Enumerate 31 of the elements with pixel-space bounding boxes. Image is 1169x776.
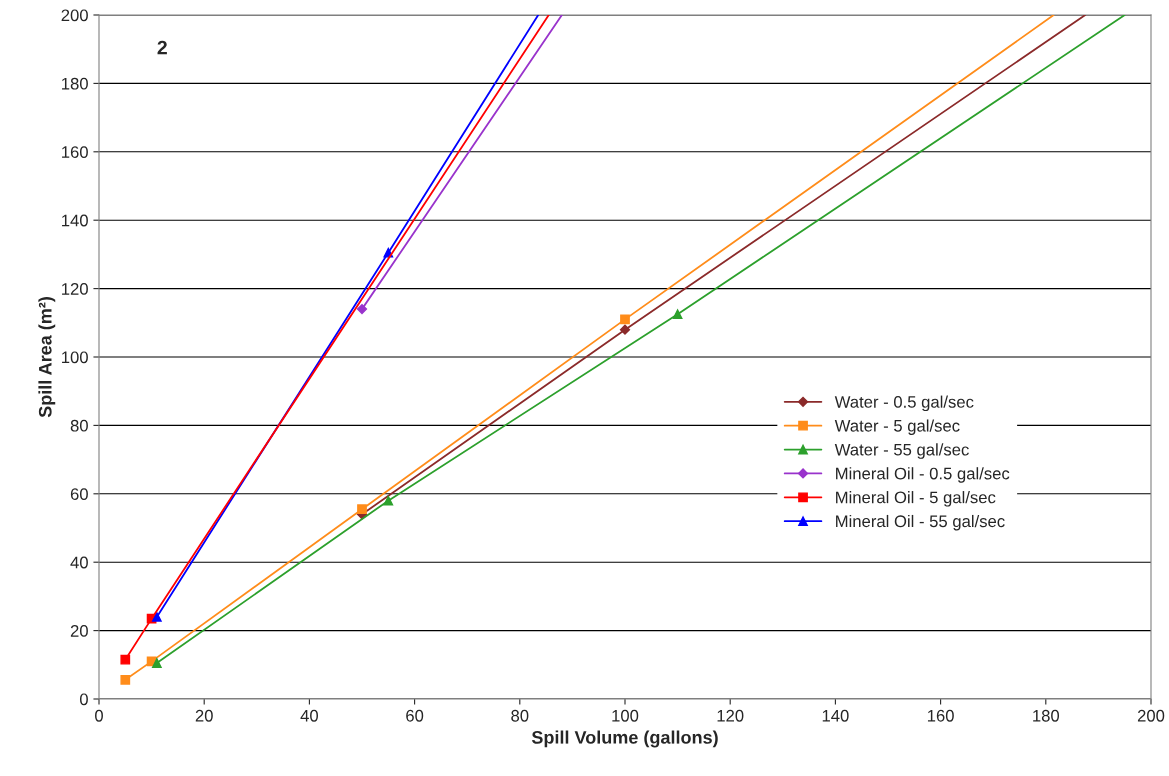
y-tick-label: 180 <box>62 77 88 90</box>
y-tick-label: 60 <box>70 488 88 500</box>
x-tick-label: 140 <box>822 709 849 722</box>
y-tick-label: 40 <box>70 556 88 569</box>
x-tick-label: 180 <box>1033 709 1060 722</box>
x-tick-label: 60 <box>406 709 424 722</box>
x-tick-label: 40 <box>300 709 319 722</box>
x-tick-label: 20 <box>195 709 213 722</box>
x-tick-label: 160 <box>927 709 954 722</box>
y-tick-label: 140 <box>62 214 88 227</box>
x-tick-label: 80 <box>511 709 529 722</box>
y-axis-title: Spill Area (m²) <box>38 297 56 418</box>
x-tick-label: 0 <box>95 709 103 722</box>
y-tick-label: 200 <box>61 9 88 22</box>
x-axis-title: Spill Volume (gallons) <box>531 730 718 748</box>
y-tick-label: 20 <box>70 625 88 637</box>
legend-label: Water - 5 gal/sec <box>834 419 960 435</box>
annotation: 2 <box>157 40 167 55</box>
legend-label: Mineral Oil - 0.5 gal/sec <box>836 467 1010 483</box>
y-tick-label: 0 <box>79 693 88 706</box>
y-tick-label: 80 <box>70 419 88 432</box>
x-tick-label: 100 <box>612 709 639 722</box>
y-tick-label: 100 <box>62 351 88 364</box>
legend-label: Water - 55 gal/sec <box>834 443 969 459</box>
x-tick-label: 200 <box>1137 709 1165 722</box>
y-tick-label: 160 <box>62 146 88 158</box>
x-tick-label: 120 <box>717 709 744 722</box>
legend-label: Mineral Oil - 55 gal/sec <box>836 514 1005 531</box>
legend-label: Mineral Oil - 5 gal/sec <box>836 491 996 507</box>
legend-label: Water - 0.5 gal/sec <box>834 395 974 412</box>
y-tick-label: 120 <box>62 283 88 295</box>
